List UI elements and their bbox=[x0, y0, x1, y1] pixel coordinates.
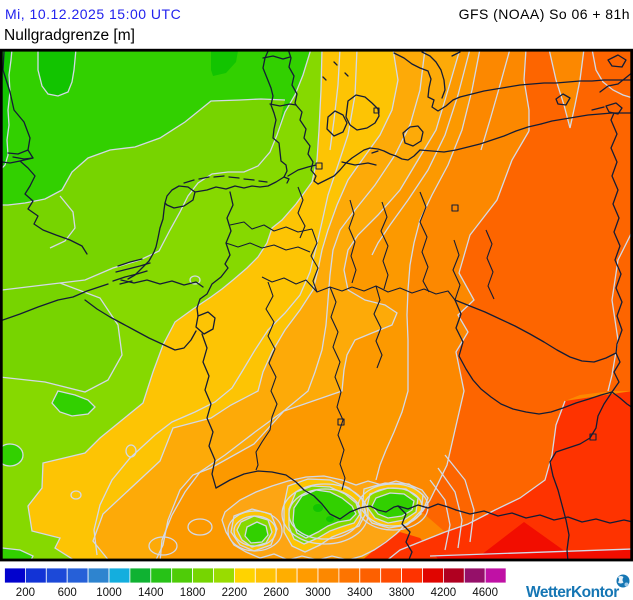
svg-text:WetterKontor: WetterKontor bbox=[526, 584, 619, 600]
svg-text:3000: 3000 bbox=[305, 587, 331, 599]
svg-text:200: 200 bbox=[16, 587, 35, 599]
svg-text:1400: 1400 bbox=[138, 587, 164, 599]
svg-text:4200: 4200 bbox=[431, 587, 457, 599]
svg-text:Mi, 10.12.2025 15:00 UTC: Mi, 10.12.2025 15:00 UTC bbox=[5, 6, 181, 22]
svg-text:Nullgradgrenze [m]: Nullgradgrenze [m] bbox=[4, 27, 135, 44]
svg-text:2200: 2200 bbox=[222, 587, 248, 599]
svg-text:3400: 3400 bbox=[347, 587, 373, 599]
svg-text:1000: 1000 bbox=[96, 587, 122, 599]
svg-text:600: 600 bbox=[58, 587, 77, 599]
svg-text:GFS (NOAA) So 06 + 81h: GFS (NOAA) So 06 + 81h bbox=[459, 6, 630, 22]
svg-text:1800: 1800 bbox=[180, 587, 206, 599]
svg-text:3800: 3800 bbox=[389, 587, 415, 599]
svg-text:2600: 2600 bbox=[263, 587, 289, 599]
svg-text:4600: 4600 bbox=[472, 587, 498, 599]
